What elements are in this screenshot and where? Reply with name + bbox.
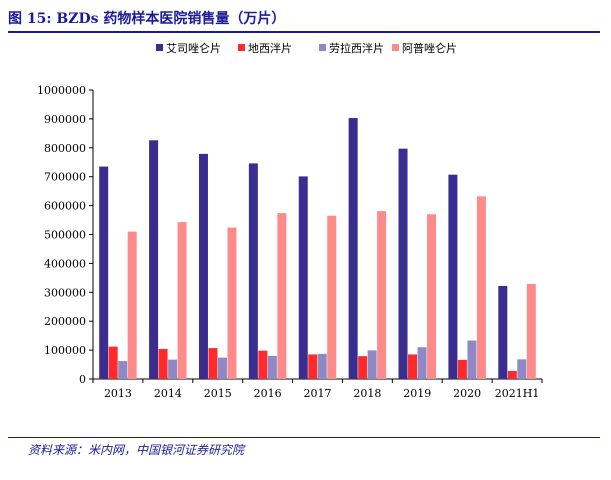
bar-2019-s2 [417,347,427,379]
y-tick-label: 400000 [44,257,86,270]
bar-2017-s3 [327,215,337,379]
legend-swatch [238,44,245,51]
bar-2019-s1 [408,354,418,379]
legend-label: 阿普唑仑片 [402,41,457,55]
x-tick-label: 2017 [304,387,332,400]
bar-2017-s2 [317,353,327,379]
chart-title: 图 15: BZDs 药物样本医院销售量（万片） [8,11,286,27]
legend-label: 劳拉西泮片 [329,41,384,55]
source-note: 资料来源：米内网，中国银河证券研究院 [28,443,245,457]
bar-2019-s0 [398,148,408,379]
bar-2015-s3 [227,227,237,379]
y-tick-label: 1000000 [37,84,86,97]
x-tick-label: 2014 [154,387,182,400]
bar-2018-s2 [367,350,377,379]
y-tick-label: 900000 [44,113,86,126]
bar-2018-s3 [377,211,387,379]
x-tick-label: 2016 [254,387,282,400]
bar-2017-s0 [298,176,308,379]
x-tick-label: 2019 [403,387,431,400]
bar-2019-s3 [427,214,437,379]
bar-2016-s2 [267,355,277,379]
y-tick-label: 500000 [44,229,86,242]
y-axis: 0 100000 200000 300000 400000 500000 600000 700… [37,84,94,386]
bar-2014-s1 [158,348,168,379]
legend: 艾司唑仑片 地西泮片 劳拉西泮片 阿普唑仑片 [156,41,457,55]
legend-label: 艾司唑仑片 [166,41,221,55]
x-axis: 2013 2014 2015 2016 2017 2018 2019 2020 2021H1 [92,378,543,400]
bar-2021H1-s2 [517,359,527,379]
y-tick-label: 0 [79,373,86,386]
x-tick-label: 2015 [204,387,232,400]
bar-2021H1-s1 [507,370,517,379]
y-tick-label: 300000 [44,286,86,299]
bar-2016-s3 [277,213,287,379]
bar-2015-s2 [217,357,227,379]
bar-2016-s0 [248,163,258,379]
bars [99,118,536,380]
bar-2020-s3 [476,196,486,379]
bar-2014-s2 [168,359,178,379]
x-tick-label: 2021H1 [495,387,540,400]
bar-2013-s0 [99,166,109,379]
x-tick-label: 2018 [353,387,381,400]
bar-2018-s1 [358,356,368,379]
bar-2017-s1 [308,354,318,379]
y-tick-label: 600000 [44,200,86,213]
bar-2013-s2 [118,361,128,379]
x-tick-label: 2013 [104,387,132,400]
bar-2015-s0 [198,153,208,379]
legend-label: 地西泮片 [248,41,292,55]
y-tick-label: 800000 [44,142,86,155]
y-tick-label: 100000 [44,344,86,357]
bar-2013-s1 [108,346,118,379]
bar-2013-s3 [127,231,137,379]
legend-swatch [319,44,326,51]
footer-rule [8,437,600,438]
bar-2020-s1 [457,359,467,379]
bar-2021H1-s0 [498,285,508,379]
x-tick-label: 2020 [453,387,481,400]
bar-2015-s1 [208,348,218,379]
bar-2021H1-s3 [526,283,536,379]
legend-swatch [392,44,399,51]
bar-2018-s0 [348,118,358,380]
y-tick-label: 200000 [44,315,86,328]
title-rule [8,31,600,33]
y-tick-label: 700000 [44,171,86,184]
bar-2014-s0 [149,140,159,379]
bar-chart: 艾司唑仑片 地西泮片 劳拉西泮片 阿普唑仑片 0 100000 200000 300000 4… [37,41,543,400]
bar-2020-s2 [467,340,477,379]
bar-2014-s3 [177,222,187,379]
bar-2016-s1 [258,350,268,379]
legend-swatch [156,44,163,51]
bar-2020-s0 [448,174,458,379]
